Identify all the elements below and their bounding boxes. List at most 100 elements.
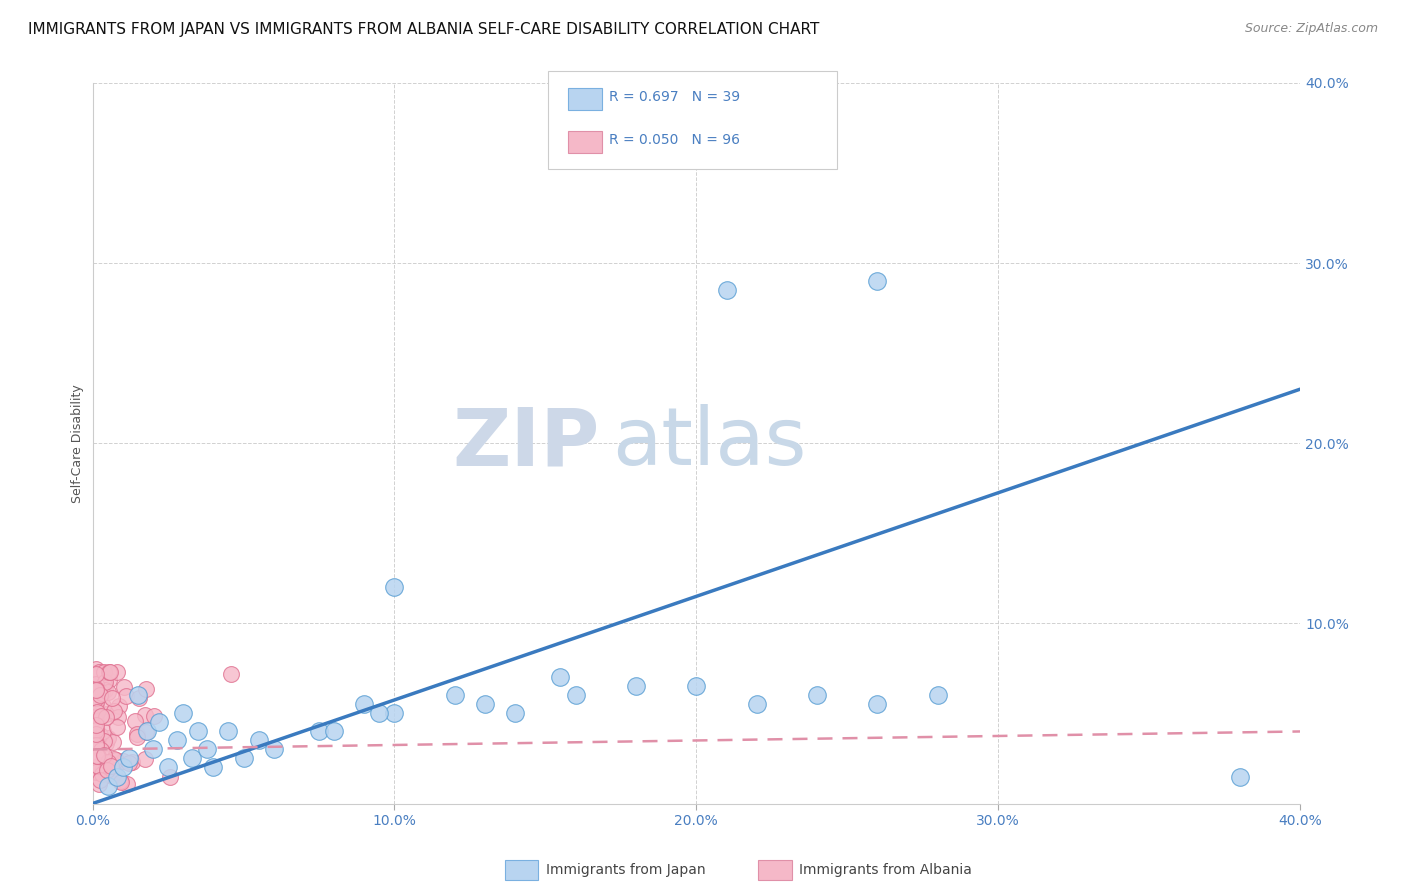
Point xyxy=(89,728,111,742)
Point xyxy=(157,760,180,774)
Point xyxy=(159,770,181,784)
Point xyxy=(323,724,346,739)
Point xyxy=(97,763,120,777)
Point xyxy=(87,762,110,776)
Point xyxy=(1229,770,1251,784)
Point xyxy=(97,673,120,687)
Point xyxy=(94,683,117,698)
Point xyxy=(384,580,406,594)
Point xyxy=(308,724,330,739)
Point xyxy=(135,725,157,739)
Point xyxy=(89,688,111,702)
Point xyxy=(128,690,150,705)
Point xyxy=(111,760,134,774)
Point xyxy=(94,735,117,749)
Point xyxy=(806,689,828,703)
Point xyxy=(107,709,129,723)
Point xyxy=(93,734,115,748)
Point xyxy=(384,706,406,721)
Point xyxy=(503,706,526,721)
Point xyxy=(84,736,107,750)
Text: R = 0.697   N = 39: R = 0.697 N = 39 xyxy=(609,90,740,104)
Point xyxy=(87,759,110,773)
Point xyxy=(110,774,132,789)
Point xyxy=(368,706,391,721)
Point xyxy=(84,700,107,714)
Point xyxy=(166,733,188,747)
Point xyxy=(101,690,124,705)
Point xyxy=(125,727,148,741)
Point xyxy=(100,758,122,772)
Point xyxy=(93,723,115,738)
Point xyxy=(84,669,107,683)
Point xyxy=(94,709,117,723)
Point xyxy=(91,764,114,778)
Point xyxy=(93,678,115,692)
Point xyxy=(87,669,110,683)
Point xyxy=(202,760,225,774)
Point xyxy=(84,739,107,753)
Point xyxy=(564,689,586,703)
Point xyxy=(98,665,121,680)
Point xyxy=(866,274,889,288)
Point xyxy=(97,767,120,781)
Point xyxy=(353,698,375,712)
Point xyxy=(101,769,124,783)
Point xyxy=(84,764,107,779)
Point xyxy=(217,724,239,739)
Text: Immigrants from Japan: Immigrants from Japan xyxy=(546,863,706,877)
Point xyxy=(84,706,107,720)
Point xyxy=(89,665,111,679)
Point xyxy=(84,662,107,676)
Point xyxy=(89,772,111,787)
Point xyxy=(84,681,107,696)
Point xyxy=(97,685,120,699)
Point xyxy=(89,665,111,679)
Point xyxy=(91,736,114,750)
Point xyxy=(91,766,114,780)
Text: Immigrants from Albania: Immigrants from Albania xyxy=(799,863,972,877)
Point xyxy=(96,763,118,777)
Point xyxy=(97,731,120,746)
Point xyxy=(103,735,125,749)
Point xyxy=(84,695,107,709)
Point xyxy=(263,742,285,756)
Point xyxy=(86,764,108,779)
Point xyxy=(96,759,118,773)
Point xyxy=(105,770,128,784)
Point xyxy=(97,755,120,769)
Point xyxy=(90,686,112,700)
Text: Source: ZipAtlas.com: Source: ZipAtlas.com xyxy=(1244,22,1378,36)
Point xyxy=(84,714,107,728)
Point xyxy=(112,680,135,694)
Point xyxy=(118,751,141,765)
Text: ZIP: ZIP xyxy=(453,404,600,483)
Point xyxy=(927,689,949,703)
Point xyxy=(142,708,165,723)
Point xyxy=(134,752,156,766)
Text: IMMIGRANTS FROM JAPAN VS IMMIGRANTS FROM ALBANIA SELF-CARE DISABILITY CORRELATIO: IMMIGRANTS FROM JAPAN VS IMMIGRANTS FROM… xyxy=(28,22,820,37)
Point xyxy=(127,730,149,744)
Point xyxy=(93,747,115,762)
Point xyxy=(716,283,738,297)
Point xyxy=(108,774,131,789)
Point xyxy=(94,706,117,721)
Point xyxy=(108,698,131,713)
Point xyxy=(103,766,125,780)
Point xyxy=(103,751,125,765)
Point xyxy=(121,755,143,769)
Point xyxy=(134,707,156,722)
Point xyxy=(232,751,254,765)
Point xyxy=(84,698,107,713)
Point xyxy=(86,729,108,743)
Point xyxy=(124,714,146,728)
Point xyxy=(84,677,107,691)
Point xyxy=(84,727,107,741)
Point xyxy=(187,724,209,739)
Point xyxy=(93,665,115,679)
Point xyxy=(135,681,157,696)
Point xyxy=(87,749,110,764)
Point xyxy=(86,748,108,763)
Point xyxy=(97,779,120,793)
Point xyxy=(89,706,111,721)
